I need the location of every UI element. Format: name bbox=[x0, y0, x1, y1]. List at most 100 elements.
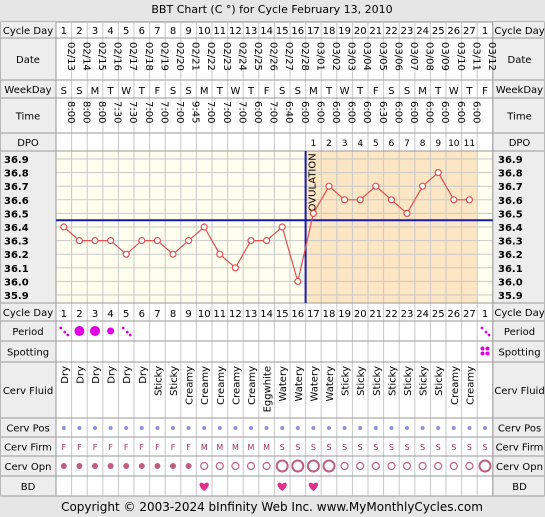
cycle-day-value-lower: 5 bbox=[123, 309, 129, 320]
dpo-value: 10 bbox=[448, 139, 460, 149]
cycle-day-value-lower: 1 bbox=[482, 309, 488, 320]
dpo-value: 2 bbox=[326, 139, 332, 149]
temp-tick-right: 36.7 bbox=[498, 182, 523, 193]
cerv-pos-mark bbox=[295, 426, 300, 430]
cerv-opn-medium-mark bbox=[402, 461, 412, 471]
cycle-day-label-left: Cycle Day bbox=[3, 26, 53, 37]
time-value: 6:00 bbox=[346, 101, 357, 123]
time-value: 6:00 bbox=[330, 101, 341, 123]
period-spot-mark bbox=[128, 333, 132, 337]
cerv-firm-value: F bbox=[77, 443, 82, 452]
cerv-fluid-value: Sticky bbox=[341, 366, 352, 396]
cerv-opn-label-left: Cerv Opn bbox=[5, 462, 52, 473]
cerv-fluid-value: Watery bbox=[309, 366, 320, 402]
weekday-value: F bbox=[155, 86, 161, 97]
cerv-fluid-value: Sticky bbox=[372, 366, 383, 396]
cerv-pos-label-left: Cerv Pos bbox=[6, 424, 49, 435]
cerv-firm-label-right: Cerv Firm bbox=[496, 443, 544, 454]
cerv-fluid-value: Creamy bbox=[185, 366, 196, 405]
cerv-pos-mark bbox=[420, 426, 425, 430]
cycle-day-value: 14 bbox=[260, 26, 273, 37]
cycle-day-label-lower-left: Cycle Day bbox=[3, 308, 53, 319]
period-heavy-mark bbox=[90, 326, 100, 336]
cerv-opn-closed-mark bbox=[185, 463, 192, 469]
cerv-pos-mark bbox=[233, 426, 238, 430]
cerv-fluid-value: Creamy bbox=[465, 366, 476, 405]
temperature-point bbox=[185, 237, 193, 245]
cerv-pos-mark bbox=[342, 426, 347, 430]
temperature-point bbox=[200, 223, 208, 231]
time-value: 7:00 bbox=[236, 101, 247, 123]
time-value: 8:00 bbox=[80, 101, 91, 123]
cerv-opn-label-right: Cerv Opn bbox=[496, 462, 543, 473]
cerv-pos-mark bbox=[311, 426, 316, 430]
temp-tick-left: 36.1 bbox=[4, 264, 29, 275]
weekday-value: T bbox=[356, 86, 364, 97]
dpo-value: 8 bbox=[420, 139, 426, 149]
cycle-day-value-lower: 19 bbox=[338, 309, 351, 320]
time-value: 6:00 bbox=[470, 101, 481, 123]
cerv-pos-mark bbox=[249, 426, 253, 430]
cerv-opn-medium-mark bbox=[449, 461, 458, 471]
date-value: 02/16 bbox=[112, 42, 123, 71]
temp-tick-left: 36.5 bbox=[4, 209, 29, 220]
time-value: 6:40 bbox=[283, 101, 294, 123]
period-medium-mark bbox=[107, 327, 115, 335]
temperature-point bbox=[341, 196, 349, 204]
cerv-fluid-value: Creamy bbox=[200, 366, 211, 405]
spotting-mark bbox=[480, 346, 485, 351]
weekday-value: T bbox=[434, 86, 442, 97]
spotting-mark bbox=[480, 351, 485, 356]
cerv-pos-mark bbox=[108, 426, 113, 430]
temp-tick-right: 35.9 bbox=[498, 291, 523, 302]
temperature-point bbox=[153, 237, 161, 245]
cerv-pos-mark bbox=[405, 426, 409, 430]
cerv-opn-open-mark bbox=[275, 459, 289, 473]
dpo-value: 5 bbox=[373, 139, 379, 149]
cycle-day-value-lower: 14 bbox=[260, 309, 273, 320]
temp-tick-left: 35.9 bbox=[4, 291, 29, 302]
cerv-pos-mark bbox=[280, 426, 285, 430]
temperature-point bbox=[387, 196, 395, 204]
cycle-day-value: 18 bbox=[323, 26, 336, 37]
cycle-day-value: 13 bbox=[245, 26, 258, 37]
weekday-value: T bbox=[325, 86, 333, 97]
cerv-fluid-value: Sticky bbox=[169, 366, 180, 396]
period-spot-mark bbox=[484, 330, 488, 334]
cycle-day-value: 5 bbox=[123, 26, 129, 37]
cycle-day-value: 20 bbox=[354, 26, 367, 37]
cerv-pos-mark bbox=[186, 426, 191, 430]
weekday-value: W bbox=[449, 86, 459, 97]
dpo-label-right: DPO bbox=[509, 138, 531, 149]
time-value: 6:00 bbox=[408, 101, 419, 123]
cerv-firm-value: S bbox=[342, 443, 347, 452]
weekday-value: T bbox=[138, 86, 146, 97]
cerv-pos-mark bbox=[358, 426, 363, 430]
weekday-value: S bbox=[404, 86, 410, 97]
date-value: 02/25 bbox=[252, 42, 263, 71]
date-value: 02/14 bbox=[80, 42, 91, 71]
time-label-right: Time bbox=[506, 112, 531, 123]
cycle-day-value: 11 bbox=[213, 26, 226, 37]
cycle-day-label-lower-right: Cycle Day bbox=[494, 308, 544, 319]
cerv-fluid-value: Dry bbox=[60, 366, 71, 384]
cycle-day-value-lower: 21 bbox=[369, 309, 382, 320]
cycle-day-value: 15 bbox=[276, 26, 289, 37]
temp-tick-left: 36.9 bbox=[4, 155, 29, 166]
bd-label-right: BD bbox=[512, 482, 527, 493]
time-value: 6:00 bbox=[392, 101, 403, 123]
cerv-firm-value: F bbox=[61, 443, 66, 452]
cerv-firm-label-left: Cerv Firm bbox=[4, 443, 52, 454]
weekday-value: M bbox=[309, 86, 318, 97]
cerv-opn-medium-mark bbox=[231, 461, 240, 471]
cerv-opn-closed-mark bbox=[138, 463, 145, 469]
temp-tick-right: 36.2 bbox=[498, 250, 523, 261]
cycle-day-value: 21 bbox=[369, 26, 382, 37]
time-value: 8:00 bbox=[96, 101, 107, 123]
cerv-fluid-value: Creamy bbox=[247, 366, 258, 405]
temperature-point bbox=[465, 196, 473, 204]
temperature-point bbox=[75, 237, 84, 245]
date-value: 02/13 bbox=[65, 42, 76, 71]
time-value: 6:00 bbox=[439, 101, 450, 123]
